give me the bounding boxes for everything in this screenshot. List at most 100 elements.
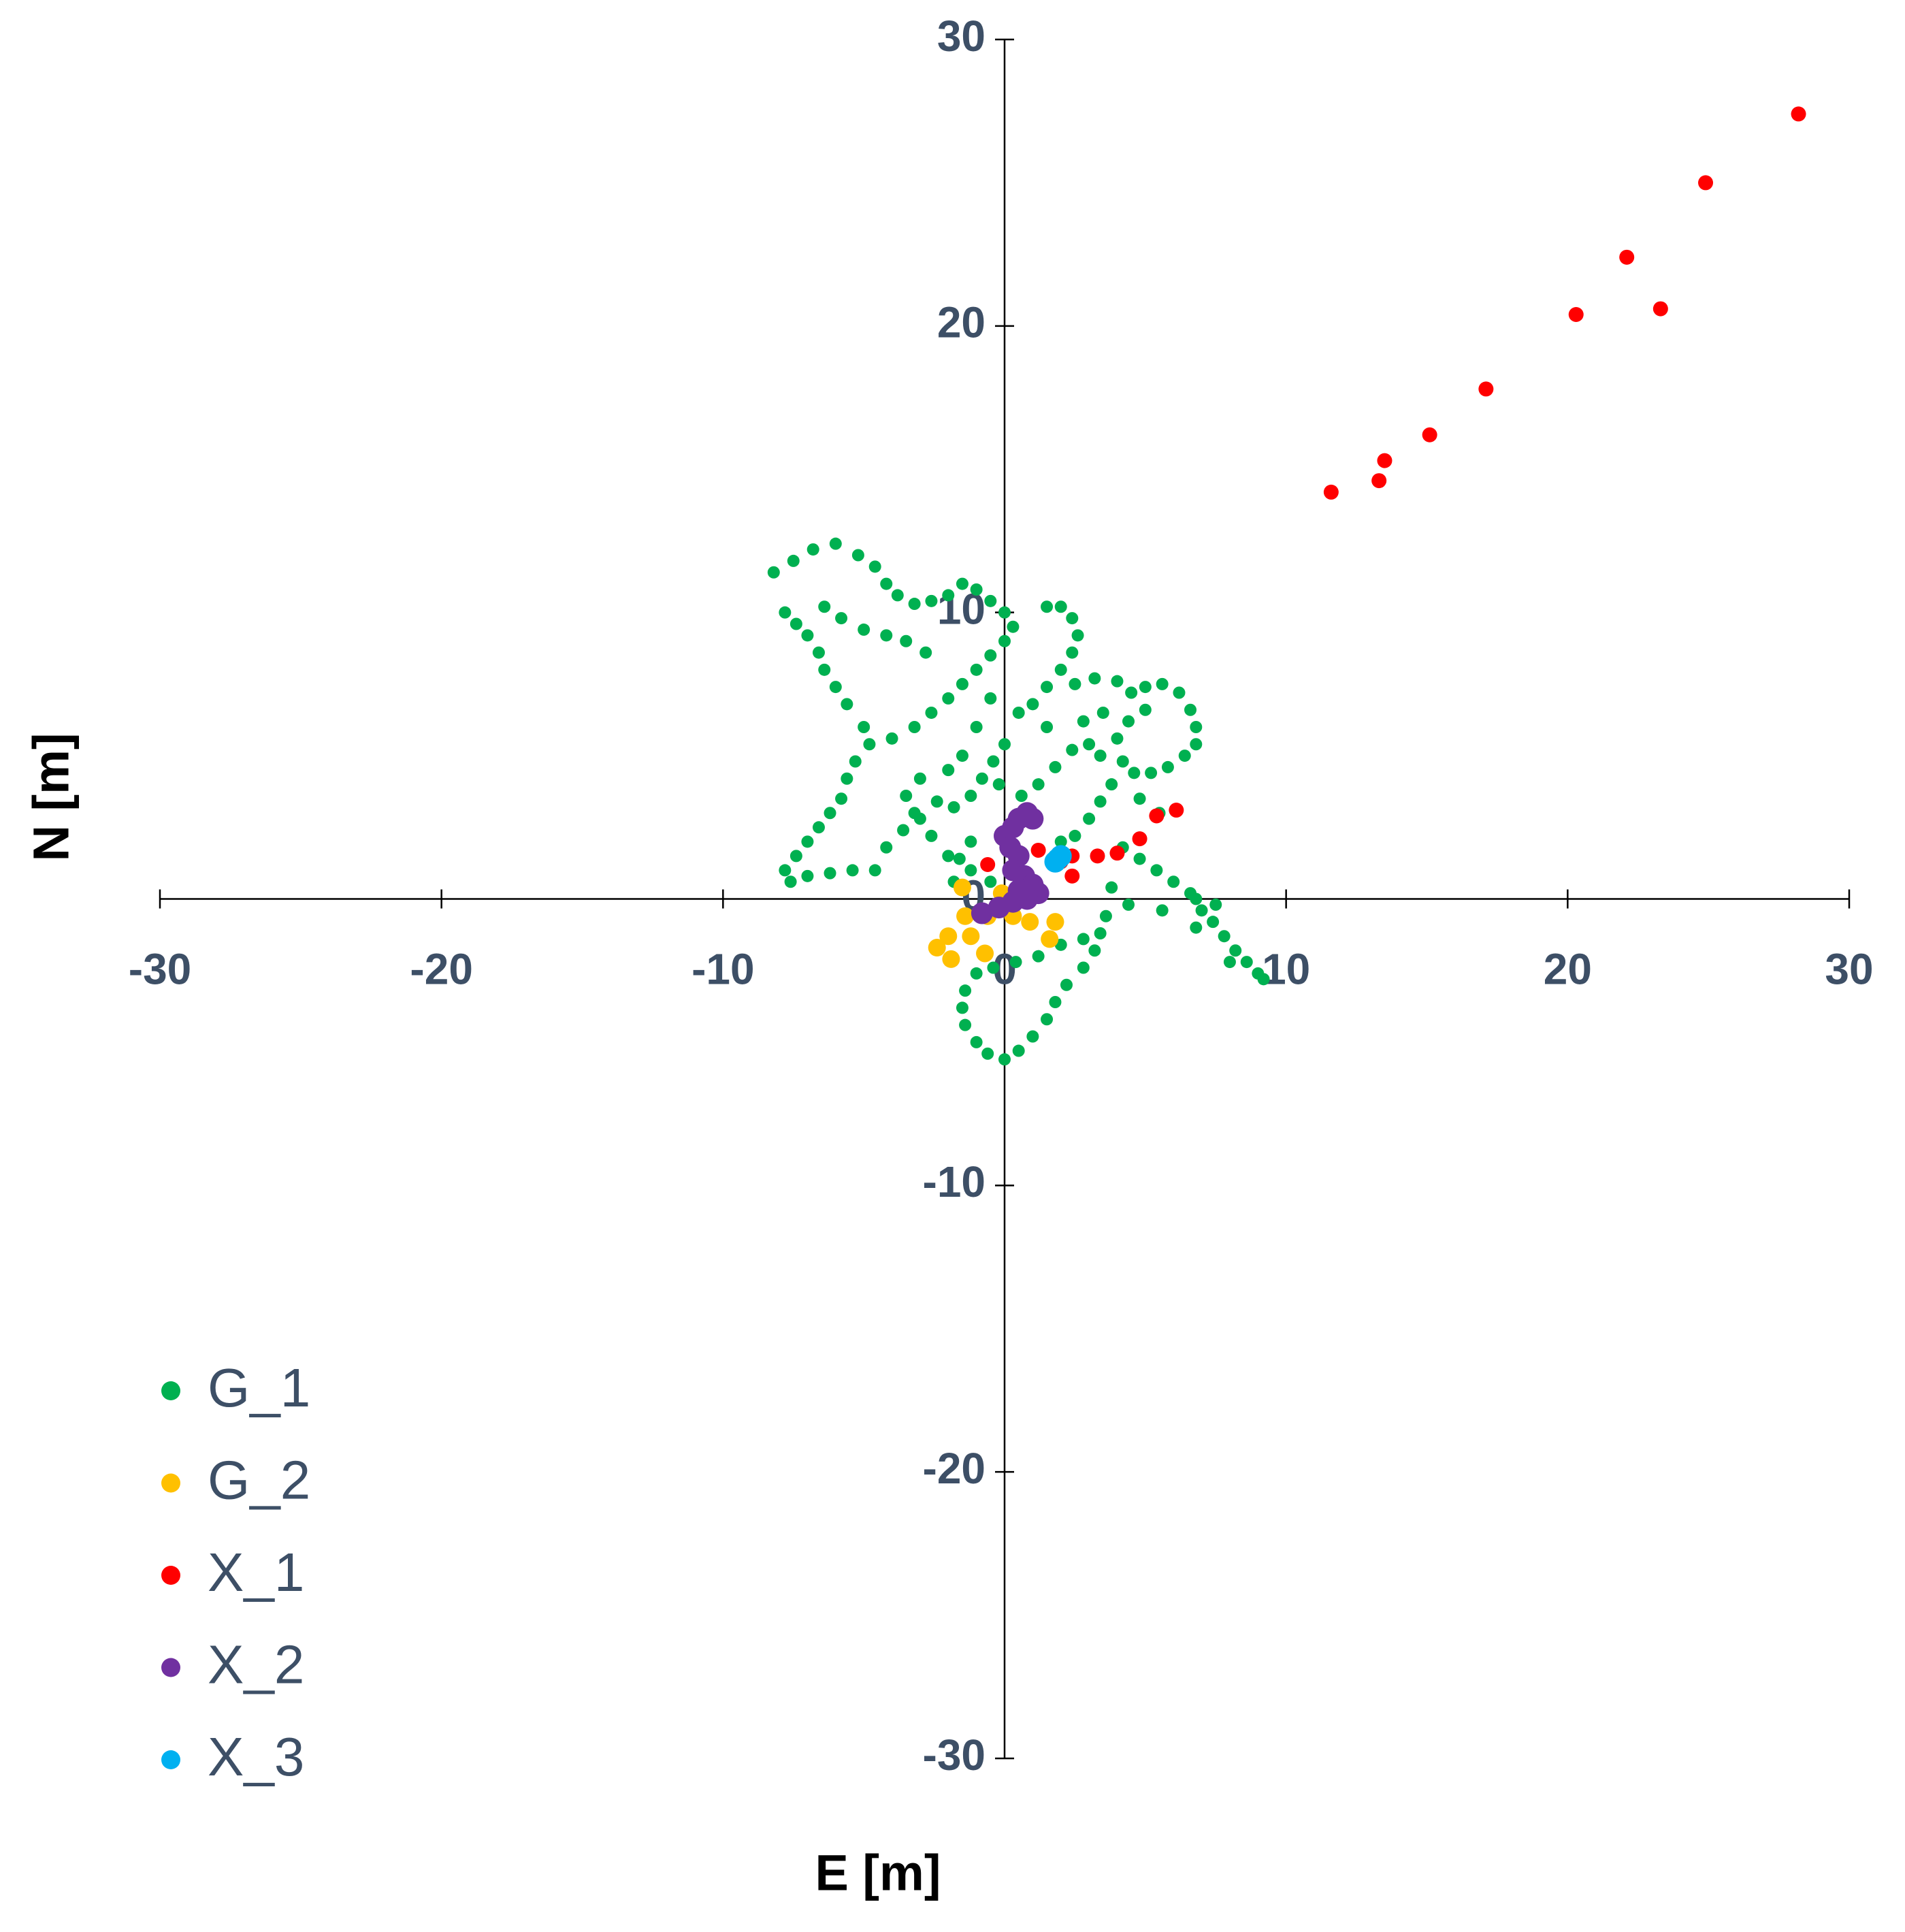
point: [1791, 106, 1806, 122]
legend-label: G_2: [208, 1450, 310, 1511]
point: [992, 778, 1005, 791]
point: [835, 612, 848, 625]
point: [1652, 301, 1668, 317]
point: [1012, 706, 1025, 719]
point: [962, 927, 980, 946]
point: [849, 755, 862, 768]
point: [1041, 681, 1054, 694]
point: [1190, 892, 1203, 905]
legend-label: X_3: [208, 1726, 304, 1787]
point: [1094, 750, 1107, 762]
point: [964, 864, 977, 877]
point: [1229, 944, 1242, 957]
y-tick-label: -30: [923, 1730, 986, 1780]
point: [981, 1047, 994, 1060]
point: [1619, 249, 1635, 265]
point: [925, 594, 938, 607]
point: [908, 598, 921, 611]
point: [1218, 930, 1231, 943]
point: [1173, 686, 1186, 699]
point: [818, 600, 831, 613]
legend-marker: [161, 1381, 180, 1400]
point: [824, 807, 836, 820]
point: [1046, 913, 1064, 931]
point: [858, 623, 870, 636]
point: [841, 772, 853, 785]
point: [789, 850, 802, 863]
point: [975, 772, 988, 785]
point: [1169, 803, 1184, 818]
point: [1145, 767, 1158, 779]
point: [1012, 1044, 1025, 1057]
point: [824, 867, 836, 880]
point: [1026, 698, 1039, 711]
point: [1122, 715, 1135, 728]
x-axis-title: E [m]: [815, 1845, 941, 1901]
point: [789, 617, 802, 630]
point: [1083, 812, 1096, 825]
point: [925, 829, 938, 842]
point: [1139, 703, 1152, 716]
y-axis-title: N [m]: [23, 732, 80, 861]
point: [1090, 848, 1105, 864]
legend-label: G_1: [208, 1357, 310, 1418]
point: [1032, 778, 1045, 791]
point: [1044, 850, 1067, 873]
point: [942, 950, 960, 968]
point: [1125, 686, 1138, 699]
point: [1111, 732, 1124, 745]
point: [1041, 1013, 1054, 1026]
point: [863, 738, 876, 751]
point: [784, 875, 797, 888]
x-tick-label: -30: [129, 944, 192, 993]
point: [970, 663, 983, 676]
point: [829, 537, 842, 550]
legend-marker: [161, 1750, 180, 1769]
x-tick-label: 20: [1544, 944, 1592, 993]
point: [880, 629, 893, 642]
point: [891, 589, 904, 602]
point: [947, 801, 960, 814]
point: [942, 764, 955, 777]
point: [1054, 600, 1067, 613]
point: [1066, 743, 1079, 756]
point: [980, 857, 996, 872]
point: [1139, 681, 1152, 694]
y-tick-label: 30: [937, 12, 986, 61]
point: [987, 755, 1000, 768]
point: [942, 589, 955, 602]
legend-marker: [161, 1566, 180, 1585]
point: [868, 560, 881, 573]
point: [1007, 879, 1030, 901]
legend-label: X_1: [208, 1542, 304, 1603]
point: [1132, 831, 1147, 847]
point: [900, 790, 913, 802]
point: [812, 646, 825, 659]
point: [829, 681, 842, 694]
point: [928, 939, 946, 957]
point: [851, 549, 864, 562]
point: [1069, 829, 1081, 842]
point: [1105, 881, 1118, 894]
point: [925, 706, 938, 719]
x-tick-label: 30: [1825, 944, 1873, 993]
x-tick-label: 10: [1262, 944, 1310, 993]
y-tick-label: -20: [923, 1444, 986, 1493]
point: [964, 835, 977, 848]
point: [1054, 835, 1067, 848]
point: [1069, 677, 1081, 690]
legend-marker: [161, 1658, 180, 1677]
point: [1133, 792, 1146, 805]
point: [908, 807, 921, 820]
point: [1041, 600, 1054, 613]
point: [998, 738, 1011, 751]
point: [919, 646, 932, 659]
point: [1022, 807, 1044, 830]
y-tick-label: -10: [923, 1157, 986, 1206]
point: [988, 897, 1010, 919]
point: [970, 1035, 983, 1048]
point: [1190, 738, 1203, 751]
point: [1207, 916, 1220, 929]
